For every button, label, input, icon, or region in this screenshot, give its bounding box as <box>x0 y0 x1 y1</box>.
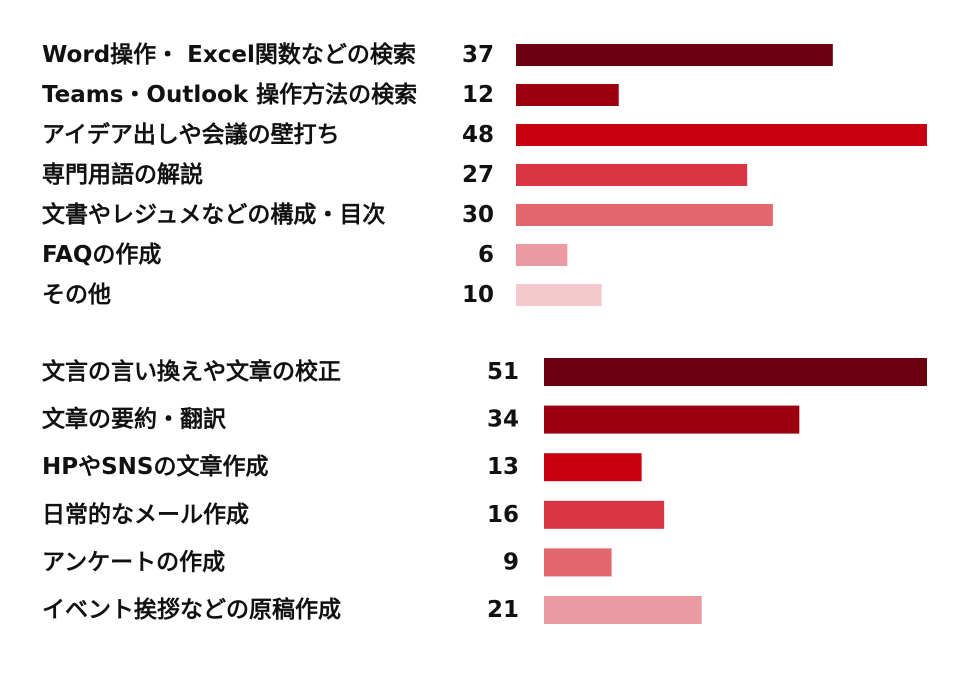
category-label: 日常的なメール作成 <box>42 501 249 528</box>
value-label: 6 <box>478 242 494 268</box>
category-label: Teams・Outlook 操作方法の検索 <box>42 81 417 108</box>
bar <box>544 453 642 482</box>
category-label: FAQの作成 <box>42 242 161 268</box>
category-label: Word操作・ Excel関数などの検索 <box>42 42 416 68</box>
value-label: 16 <box>487 502 519 528</box>
value-label: 37 <box>462 42 494 68</box>
category-label: イベント挨拶などの原稿作成 <box>42 596 341 623</box>
bar <box>516 244 568 266</box>
category-label: 文章の要約・翻訳 <box>42 406 227 433</box>
category-label: アイデア出しや会議の壁打ち <box>42 121 340 148</box>
value-label: 10 <box>462 282 494 308</box>
bar <box>544 548 612 577</box>
value-label: 48 <box>462 122 494 148</box>
bar <box>516 204 773 226</box>
bar <box>544 405 800 434</box>
bar <box>516 84 619 106</box>
value-label: 34 <box>487 407 519 433</box>
value-label: 9 <box>503 549 519 575</box>
bar <box>516 44 833 66</box>
bar <box>516 124 927 146</box>
value-label: 51 <box>487 359 519 385</box>
chart-panel-1: Word操作・ Excel関数などの検索 37 Teams・Outlook 操作方法… <box>42 42 927 308</box>
bar <box>516 284 602 306</box>
category-label: 専門用語の解説 <box>42 161 203 188</box>
bar <box>544 358 927 386</box>
value-label: 30 <box>462 202 494 228</box>
value-label: 27 <box>462 162 494 188</box>
chart-panel-2: 文言の言い換えや文章の校正 51 文章の要約・翻訳 34 HPやSNSの文章作成 13 日常… <box>42 358 927 624</box>
category-label: その他 <box>42 282 111 308</box>
category-label: HPやSNSの文章作成 <box>42 453 269 480</box>
bar <box>544 596 702 624</box>
category-label: アンケートの作成 <box>42 549 225 575</box>
value-label: 13 <box>487 454 519 480</box>
bar <box>516 164 748 186</box>
category-label: 文言の言い換えや文章の校正 <box>42 358 341 385</box>
value-label: 21 <box>487 597 519 623</box>
bar <box>544 500 665 529</box>
category-label: 文書やレジュメなどの構成・目次 <box>42 201 385 228</box>
value-label: 12 <box>462 82 494 108</box>
